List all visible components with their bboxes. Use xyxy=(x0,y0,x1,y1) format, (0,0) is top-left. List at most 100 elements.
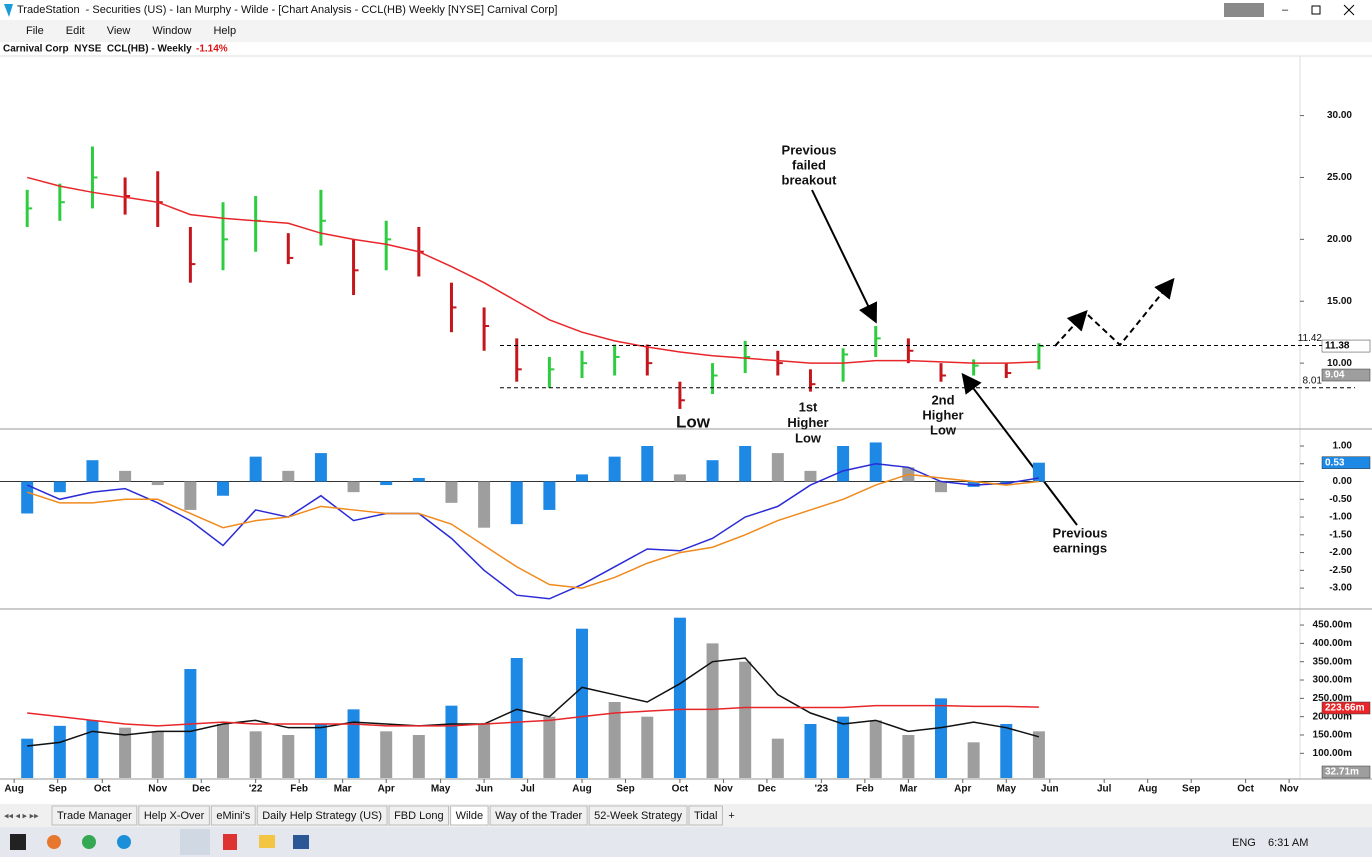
menu-item[interactable]: View xyxy=(107,25,131,37)
volume-bar xyxy=(967,742,980,778)
link-button[interactable] xyxy=(1224,3,1264,17)
y-tick-label: 300.00m xyxy=(1313,675,1353,686)
x-tick-label: Aug xyxy=(1138,784,1157,795)
app-icon[interactable] xyxy=(117,835,131,849)
y-tick-label: -3.00 xyxy=(1329,583,1352,594)
add-tab[interactable]: + xyxy=(728,810,734,822)
menu-item[interactable]: Window xyxy=(152,25,191,37)
change: -1.14% xyxy=(196,44,228,55)
volume-bar xyxy=(1000,724,1013,778)
tab-label[interactable]: Wilde xyxy=(456,810,484,822)
y-tick-label: 400.00m xyxy=(1313,638,1353,649)
tab-nav[interactable]: ◂◂ ◂ ▸ ▸▸ xyxy=(4,810,39,820)
annotation: breakout xyxy=(782,172,838,187)
histogram-bar xyxy=(576,474,589,482)
app-icon[interactable] xyxy=(47,835,61,849)
volume-bar xyxy=(771,738,784,778)
y-tick-label: 10.00 xyxy=(1327,358,1352,369)
volume-bar xyxy=(608,702,621,778)
annotation: Higher xyxy=(787,415,828,430)
y-tick-label: 0.00 xyxy=(1333,476,1353,487)
tab-label[interactable]: Way of the Trader xyxy=(495,810,582,822)
chart-area xyxy=(0,42,1372,780)
y-tick-label: 200.00m xyxy=(1313,711,1353,722)
tab[interactable]: Way of the Trader xyxy=(489,805,588,826)
x-axis-area xyxy=(0,780,1372,802)
tab[interactable]: Trade Manager xyxy=(51,805,138,826)
volume-bar xyxy=(510,658,523,778)
level-label: 11.42 xyxy=(1298,333,1323,344)
volume-bar xyxy=(804,724,817,778)
tab-bg xyxy=(588,805,688,826)
clock[interactable]: 6:31 AM xyxy=(1268,837,1308,849)
histogram-bar xyxy=(53,481,66,493)
tab[interactable]: 52-Week Strategy xyxy=(588,805,688,826)
tab[interactable]: eMini's xyxy=(210,805,256,826)
projection-arrow xyxy=(1087,277,1175,347)
tab-label[interactable]: Trade Manager xyxy=(57,810,132,822)
volume-bar xyxy=(739,661,752,778)
tab[interactable]: Help X-Over xyxy=(138,805,210,826)
tab[interactable]: Daily Help Strategy (US) xyxy=(256,805,388,826)
active-app[interactable] xyxy=(180,829,210,855)
x-tick-label: Dec xyxy=(192,784,211,795)
language[interactable]: ENG xyxy=(1232,837,1256,849)
annotation-arrows xyxy=(811,189,1175,526)
x-tick-label: Nov xyxy=(148,784,167,795)
x-tick-label: Feb xyxy=(290,784,308,795)
tab-label[interactable]: eMini's xyxy=(216,810,250,822)
y-tick-label: 30.00 xyxy=(1327,110,1352,121)
last-value-box xyxy=(1321,765,1371,779)
close[interactable] xyxy=(1343,4,1355,16)
indicator-line xyxy=(27,657,1040,747)
minimize[interactable]: – xyxy=(1282,4,1289,16)
annotation: Low xyxy=(930,422,957,437)
volume-bar xyxy=(641,716,654,778)
tab-label[interactable]: Help X-Over xyxy=(144,810,205,822)
volume-bar xyxy=(314,724,327,778)
app-icon[interactable] xyxy=(223,834,237,850)
tab-label[interactable]: 52-Week Strategy xyxy=(594,810,682,822)
last-value-label: 9.04 xyxy=(1325,370,1345,381)
volume-bar xyxy=(412,735,425,778)
title-bar xyxy=(0,0,1372,20)
projection-arrow xyxy=(1054,310,1088,347)
menu-item[interactable]: Edit xyxy=(66,25,85,37)
restore[interactable] xyxy=(1311,5,1321,15)
tab-bg xyxy=(489,805,588,826)
app-icon[interactable] xyxy=(293,835,309,849)
window-buttons[interactable]: – xyxy=(1224,3,1355,17)
volume-bar xyxy=(902,735,915,778)
last-value-box xyxy=(1321,701,1371,715)
x-tick-label: Jul xyxy=(520,784,535,795)
start-button[interactable] xyxy=(10,834,26,850)
histogram-bar xyxy=(119,470,132,482)
menu-item[interactable]: Help xyxy=(213,25,236,37)
histogram-bar xyxy=(1032,462,1045,482)
tab-label[interactable]: Daily Help Strategy (US) xyxy=(262,810,382,822)
volume-bar xyxy=(543,716,556,778)
volume-bar xyxy=(935,698,948,778)
tab[interactable]: Wilde xyxy=(450,805,489,826)
histogram-bar xyxy=(967,481,980,487)
window-title: TradeStation - Securities (US) - Ian Mur… xyxy=(17,4,557,16)
tab-label[interactable]: Tidal xyxy=(694,810,717,822)
annotation: Previous xyxy=(1053,525,1108,540)
tab-label[interactable]: FBD Long xyxy=(394,810,444,822)
menu-item[interactable]: File xyxy=(26,25,44,37)
app-icon[interactable] xyxy=(82,835,96,849)
app-icon[interactable] xyxy=(259,835,275,848)
x-tick-label: Feb xyxy=(856,784,874,795)
histogram-bar xyxy=(347,481,360,493)
tab-bg xyxy=(450,805,489,826)
tab[interactable]: FBD Long xyxy=(388,805,450,826)
histogram-bar xyxy=(249,456,262,482)
tab[interactable]: Tidal xyxy=(688,805,723,826)
y-tick-label: -1.00 xyxy=(1329,512,1352,523)
annotation: Low xyxy=(676,412,711,431)
last-value-box xyxy=(1321,339,1371,353)
x-tick-label: '22 xyxy=(249,784,263,795)
y-tick-label: 250.00m xyxy=(1313,693,1353,704)
last-value-box xyxy=(1321,368,1371,382)
histogram-bar xyxy=(869,442,882,482)
